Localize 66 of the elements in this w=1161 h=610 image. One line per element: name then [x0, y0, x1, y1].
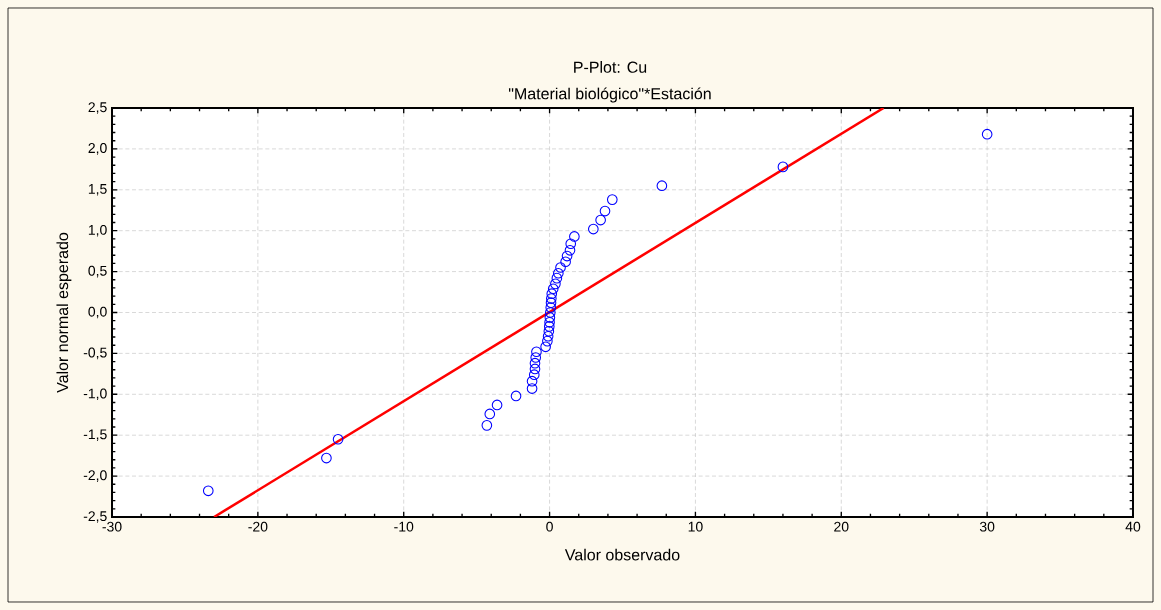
point — [606, 194, 618, 205]
point — [560, 256, 571, 268]
x-tick-label: -30 — [102, 521, 122, 532]
point — [546, 288, 558, 300]
point — [561, 250, 573, 262]
x-axis-title: Valor observado — [564, 548, 680, 561]
chart-title: P-Plot: Cu — [574, 61, 647, 73]
point — [530, 352, 542, 363]
x-tick-label: 10 — [688, 521, 703, 532]
point — [552, 267, 564, 279]
point — [564, 244, 576, 256]
point — [544, 312, 556, 323]
y-tick-label: -1,0 — [83, 388, 107, 401]
x-tick-label: 40 — [1125, 521, 1141, 532]
point — [569, 231, 580, 242]
point — [540, 341, 551, 353]
y-tick-label: -2,5 — [83, 511, 107, 523]
point — [542, 330, 554, 342]
y-tick-label: -0,5 — [83, 347, 107, 360]
point — [544, 307, 556, 318]
point — [484, 408, 496, 420]
point — [332, 433, 344, 445]
y-tick-label: 0,5 — [88, 265, 107, 278]
point — [551, 272, 563, 284]
x-tick-label: -20 — [248, 521, 268, 532]
y-tick-label: -2,0 — [83, 470, 107, 482]
point — [545, 297, 557, 309]
y-tick-label: 0,0 — [88, 306, 107, 319]
point — [528, 369, 540, 380]
point — [595, 214, 606, 226]
point — [321, 452, 332, 464]
point — [510, 390, 522, 402]
x-tick-label: 0 — [546, 521, 553, 532]
point — [545, 293, 557, 304]
point — [202, 485, 214, 497]
y-tick-label: 2,0 — [88, 143, 107, 155]
point — [599, 205, 611, 217]
point — [543, 321, 555, 332]
x-tick-label: -10 — [394, 521, 414, 532]
point — [544, 316, 555, 328]
point — [587, 223, 599, 235]
point — [526, 375, 538, 387]
y-tick-label: -1,5 — [83, 429, 107, 441]
y-tick-label: 2,5 — [88, 102, 107, 114]
point — [481, 420, 493, 431]
point — [550, 278, 561, 290]
point — [555, 262, 566, 273]
point — [542, 335, 553, 347]
point — [565, 238, 577, 250]
x-tick-label: 20 — [834, 521, 849, 532]
point — [777, 161, 789, 173]
y-tick-label: 1,5 — [88, 184, 107, 196]
y-tick-label: 1,0 — [88, 224, 107, 237]
y-axis-title: Valor normal esperado — [56, 232, 72, 393]
chart-subtitle: "Material biológico"*Estación — [508, 87, 711, 103]
point — [491, 399, 503, 411]
point — [981, 128, 993, 140]
point — [529, 357, 541, 369]
point — [545, 302, 557, 313]
point — [531, 346, 542, 358]
x-tick-label: 30 — [979, 521, 995, 532]
point — [529, 363, 541, 375]
point — [547, 283, 559, 295]
point — [656, 180, 668, 192]
point — [526, 383, 538, 394]
point — [543, 325, 555, 337]
